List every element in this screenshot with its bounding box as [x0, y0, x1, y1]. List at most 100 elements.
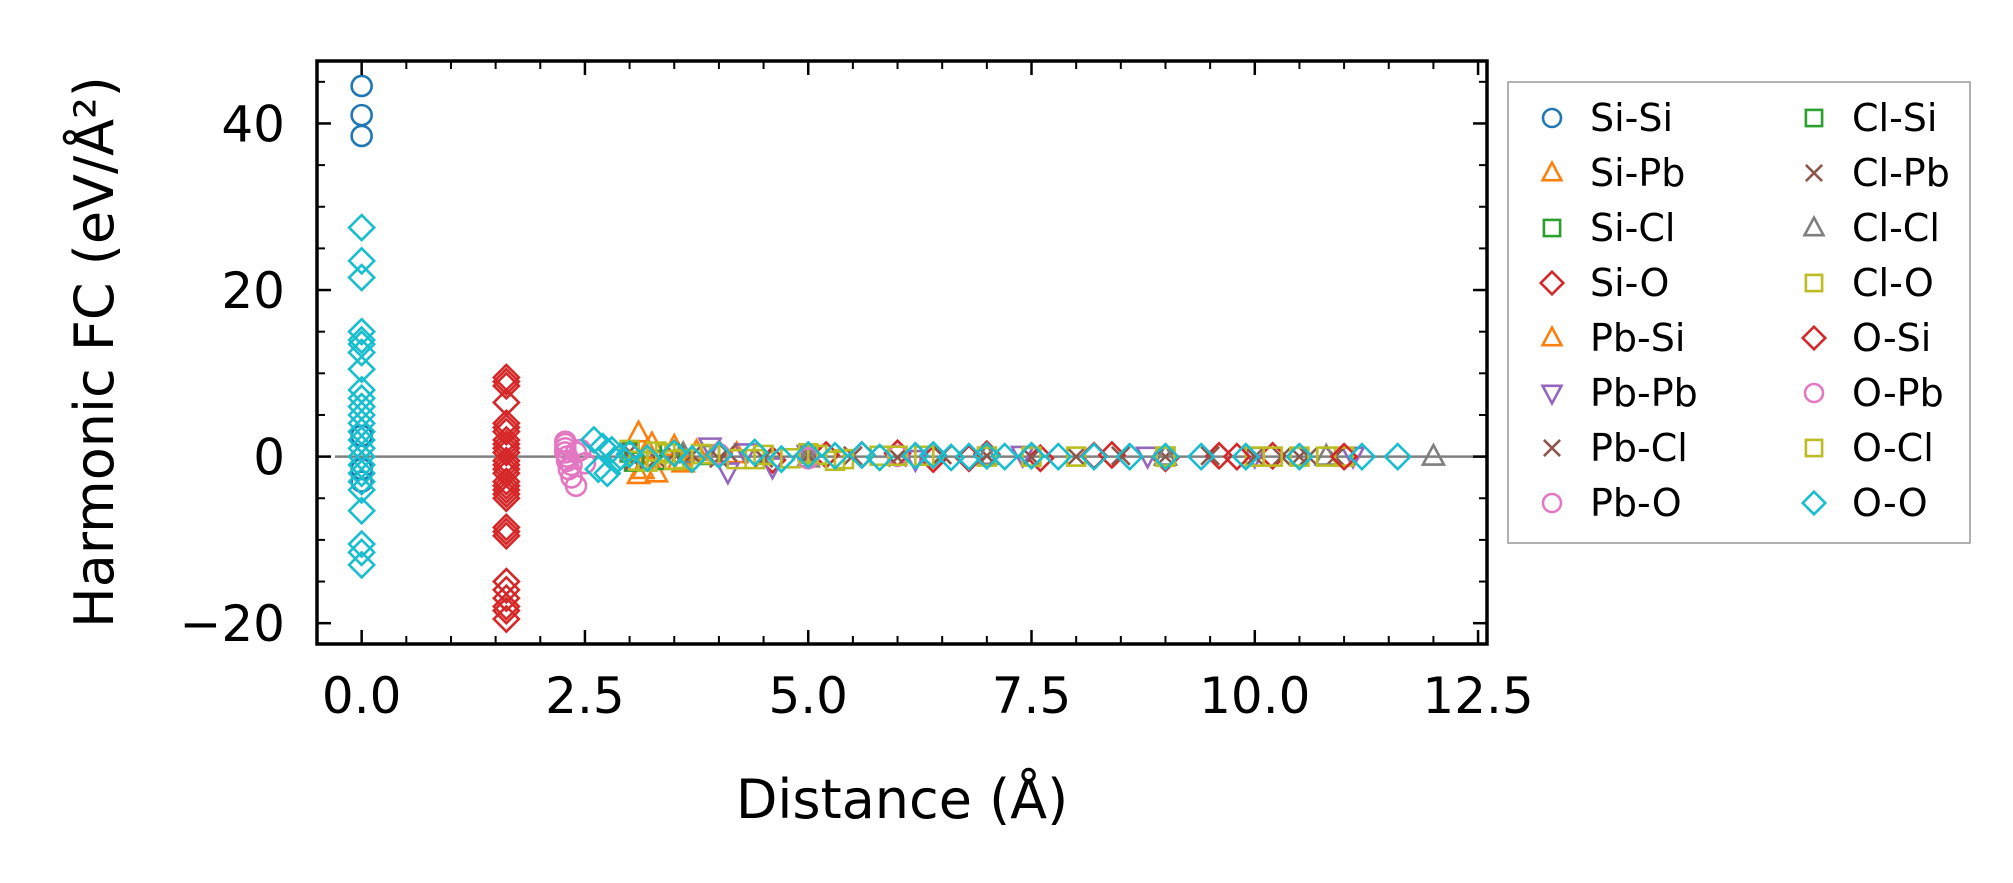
data-point [347, 496, 376, 526]
legend-marker [1804, 108, 1824, 128]
x-tick-label: 12.5 [1422, 667, 1533, 725]
data-point [704, 440, 734, 470]
data-point [492, 438, 521, 467]
data-point [1110, 445, 1131, 466]
y-tick-label: 0 [253, 429, 285, 487]
data-point [492, 425, 521, 455]
data-point [588, 432, 618, 461]
data-point [1065, 446, 1087, 467]
legend-label: Si-Pb [1590, 151, 1685, 195]
legend-marker [1540, 159, 1564, 182]
data-point [592, 458, 622, 488]
x-axis-label: Distance (Å) [736, 767, 1068, 831]
legend-label: Pb-Si [1590, 316, 1685, 360]
legend-item: Pb-Cl [1542, 426, 1688, 470]
legend-marker [1803, 382, 1825, 404]
legend-item: Cl-Si [1804, 96, 1937, 140]
legend-marker [1541, 492, 1563, 514]
data-point [767, 444, 796, 474]
data-point [1021, 446, 1042, 467]
data-point [697, 437, 723, 461]
legend-items: Si-Si Si-Pb Si-Cl Si-O Pb-Si Pb-Pb Pb-Cl Pb-O Cl… [1538, 96, 1950, 525]
legend-marker [1802, 214, 1826, 237]
legend-item: O-Cl [1804, 426, 1934, 470]
legend-label: Si-Cl [1590, 206, 1675, 250]
data-point [1043, 442, 1073, 471]
data-point [793, 440, 823, 470]
data-point [560, 453, 583, 477]
legend-item: O-Pb [1803, 371, 1944, 415]
data-point [564, 441, 588, 464]
x-tick-label: 2.5 [545, 667, 625, 725]
data-point [347, 538, 376, 567]
data-point [347, 338, 376, 367]
data-points [347, 74, 1447, 634]
data-point [492, 583, 521, 613]
data-point [976, 446, 998, 467]
data-point [492, 513, 521, 542]
legend-item: Si-Pb [1540, 151, 1685, 195]
data-point [347, 458, 376, 488]
legend-marker [1540, 384, 1564, 407]
data-point [564, 474, 588, 498]
data-point [350, 470, 373, 493]
data-point [625, 460, 652, 485]
legend-label: Si-Si [1590, 96, 1673, 140]
legend-frame [1507, 81, 1971, 544]
legend-label: O-Pb [1852, 371, 1944, 415]
data-point [677, 444, 707, 474]
data-point [347, 354, 376, 384]
legend-marker [1800, 324, 1828, 352]
data-point [1017, 441, 1046, 471]
data-point [347, 263, 376, 292]
legend-label: Pb-Cl [1590, 426, 1688, 470]
data-point [744, 448, 765, 470]
data-point [663, 449, 685, 471]
data-point [1262, 446, 1283, 467]
data-point [733, 443, 759, 467]
legend-marker [1541, 107, 1563, 129]
data-point [347, 325, 376, 355]
legend-label: O-O [1852, 481, 1928, 525]
data-point [1097, 440, 1127, 470]
legend-marker [1542, 438, 1562, 458]
data-point [347, 529, 376, 559]
data-point [1244, 446, 1265, 467]
x-tick-label: 0.0 [322, 667, 402, 725]
legend-item: Pb-O [1541, 481, 1682, 525]
data-point [659, 438, 689, 468]
data-point [350, 103, 373, 127]
legend-item: Si-Si [1541, 96, 1673, 140]
legend-marker [1804, 438, 1824, 458]
data-point [492, 371, 521, 401]
x-tick-label: 5.0 [768, 667, 848, 725]
data-point [1289, 446, 1310, 467]
legend-item: Cl-Cl [1802, 206, 1940, 250]
data-point [1222, 442, 1252, 471]
legend-marker [1540, 324, 1564, 347]
data-point [492, 517, 521, 546]
data-point [914, 445, 935, 467]
data-point [820, 441, 850, 471]
data-point [1204, 441, 1234, 471]
legend-item: Si-O [1538, 261, 1669, 305]
data-point [492, 413, 521, 442]
y-axis-label: Harmonic FC (eV/Å²) [62, 76, 126, 628]
data-point [1333, 446, 1355, 467]
legend-marker [1804, 163, 1824, 183]
data-point [974, 441, 1000, 466]
data-point [606, 442, 636, 471]
series-O-Si [492, 367, 1359, 626]
data-point [347, 392, 376, 421]
data-point [847, 440, 877, 470]
data-point [347, 246, 376, 276]
data-point [1155, 446, 1176, 467]
data-point [1420, 442, 1447, 466]
data-point [625, 419, 652, 443]
data-point [492, 467, 521, 496]
data-point [350, 74, 373, 98]
data-point [492, 479, 521, 509]
data-point [347, 400, 376, 430]
legend-item: Pb-Pb [1540, 371, 1698, 415]
data-point [887, 445, 908, 467]
